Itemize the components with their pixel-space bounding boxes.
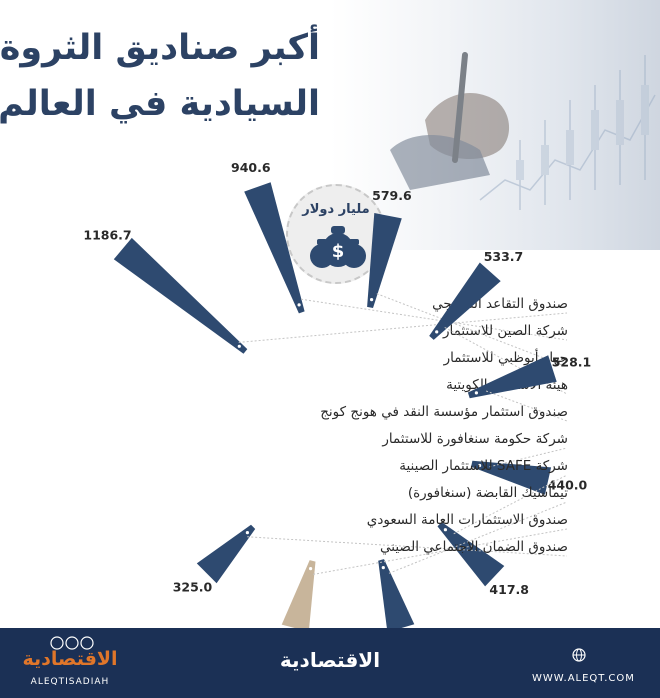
unit-badge: مليار دولار $ [286,184,386,284]
chart-title-line1: أكبر صناديق الثروة [0,28,320,68]
leader-line-5 [489,447,568,468]
unit-label: مليار دولار [302,202,370,217]
chart-title-line2: السيادية في العالم [0,84,320,124]
bar-marker-1 [297,303,301,307]
footer-website[interactable]: WWW.ALEQT.COM [532,673,635,684]
bar-marker-7 [381,566,385,570]
bar-2 [367,213,402,308]
bar-marker-9 [245,531,249,535]
category-label-9: صندوق الضمان الاجتماعي الصيني [380,539,568,555]
category-label-5: شركة حكومة سنغافورة للاستثمار [381,431,568,447]
value-label-4: 528.1 [552,354,592,369]
leader-line-1 [301,298,568,341]
facebook-icon[interactable] [65,636,79,650]
bar-marker-3 [435,330,439,334]
category-label-7: تيماسيك القابضة (سنغافورة) [408,485,568,501]
value-label-3: 533.7 [484,249,524,264]
leader-line-0 [238,312,568,343]
value-label-1: 940.6 [231,160,271,175]
category-label-6: شركة SAFE للاستثمار الصينية [399,458,568,474]
hand-with-pen-silhouette [390,52,510,190]
bar-marker-0 [237,344,241,348]
value-label-6: 417.8 [489,582,529,597]
leader-line-6 [453,474,568,535]
hero-candlestick-decoration [390,52,656,210]
bar-3 [429,262,501,340]
money-bags-icon: $ [310,226,366,268]
bar-8 [281,560,316,632]
bar-marker-2 [370,298,374,302]
leader-line-2 [376,293,568,368]
bar-4 [467,355,557,399]
footer-brand-logo[interactable]: الاقتصادية [22,648,118,670]
social-icons [50,635,94,654]
category-label-1: شركة الصين للاستثمار [442,323,568,339]
twitter-icon[interactable] [80,636,94,650]
value-label-9: 325.0 [173,580,213,595]
category-label-8: صندوق الاستثمارات العامة السعودي [367,512,568,528]
bar-marker-6 [443,528,447,532]
bar-marker-8 [309,567,313,571]
bar-5 [471,460,552,495]
bar-marker-4 [474,391,478,395]
leader-line-9 [247,536,568,557]
footer-social-handle[interactable]: ALEQTISADIAH [30,677,110,687]
bar-0 [113,237,248,354]
footer-center-logo[interactable]: الاقتصادية [279,648,381,672]
hero-background [330,0,660,250]
value-label-2: 579.6 [372,188,412,203]
bar-6 [437,522,505,587]
globe-icon [572,648,586,662]
svg-text:$: $ [332,241,345,262]
bar-1 [244,182,305,314]
value-label-5: 440.0 [548,478,588,493]
bar-9 [196,524,256,584]
bar-7 [378,559,415,633]
leader-line-8 [313,528,568,575]
footer-bar: الاقتصادية ALEQTISADIAH الاقتصادية WWW.A… [0,628,660,698]
instagram-icon[interactable] [50,636,64,650]
value-label-0: 1186.7 [83,228,131,243]
category-label-4: صندوق استثمار مؤسسة النقد في هونج كونج [320,404,568,420]
bar-marker-5 [478,463,482,468]
